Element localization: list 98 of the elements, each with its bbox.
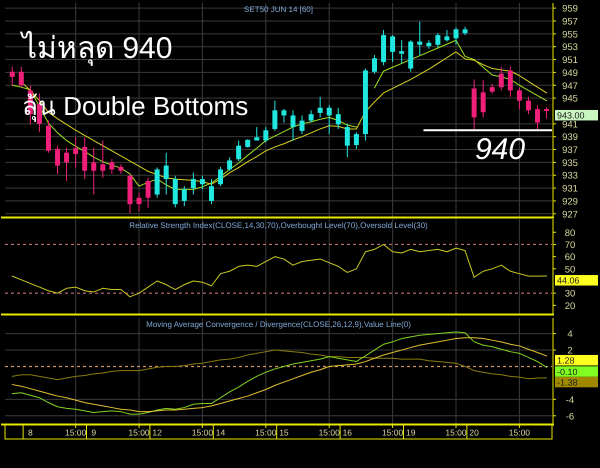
x-tick-label: 19 (406, 428, 416, 438)
x-tick-label: 15:00 (65, 428, 87, 438)
candlestick (73, 136, 78, 168)
y-tick-label: 953 (562, 42, 578, 54)
candlestick (508, 66, 513, 98)
candlestick (535, 104, 540, 130)
y-tick-label: 937 (562, 145, 578, 156)
x-tick-label: 15 (279, 428, 289, 438)
candlestick (354, 132, 359, 150)
y-tick-label: -4 (566, 394, 574, 406)
x-tick-label: 15:00 (508, 428, 530, 438)
candlestick (444, 29, 450, 42)
y-tick-label: -6 (566, 411, 574, 422)
annotation: ไม่หลุด 940 (20, 30, 172, 67)
candlestick (146, 177, 151, 209)
y-tick-label: 939 (562, 132, 578, 144)
text: -1.38 (557, 377, 578, 388)
candlestick (208, 178, 214, 205)
y-tick-label: 2 (567, 346, 573, 357)
candlestick (300, 114, 305, 135)
candlestick (344, 123, 350, 158)
y-tick-label: 957 (562, 16, 578, 28)
candlestick (417, 21, 422, 56)
candlestick (136, 192, 142, 212)
x-tick-label: 15:00 (382, 428, 404, 438)
candlestick (64, 147, 70, 182)
candlestick (109, 158, 114, 174)
candlestick (480, 80, 486, 118)
candlestick (516, 87, 522, 110)
x-tick-label: 15:00 (192, 428, 214, 438)
candlestick (281, 108, 286, 124)
candlestick (236, 140, 242, 162)
x-tick-label: 15:00 (318, 428, 340, 438)
x-tick-label: 15:00 (128, 428, 150, 438)
x-tick-label: 16 (342, 428, 352, 438)
candlestick (254, 126, 260, 142)
y-tick-label: 933 (562, 170, 578, 182)
ref-line-label: 940 (475, 133, 526, 166)
line-series (12, 350, 548, 380)
candlestick (190, 172, 196, 196)
y-tick-label: 949 (562, 68, 578, 79)
text: -0.10 (557, 366, 578, 377)
candlestick (272, 100, 278, 132)
candlestick (390, 34, 396, 63)
line-series (12, 244, 548, 298)
candlestick (200, 175, 205, 190)
candlestick (82, 136, 88, 180)
text: 943.00 (557, 110, 585, 120)
y-tick-label: 4 (567, 329, 573, 340)
x-tick-label: 9 (91, 428, 96, 438)
y-tick-label: 951 (562, 55, 578, 66)
y-tick-label: 20 (564, 300, 576, 312)
candlestick (218, 166, 224, 187)
y-tick-label: 70 (564, 240, 576, 251)
candlestick (263, 126, 268, 143)
y-tick-label: 929 (562, 196, 578, 208)
text: 1.28 (557, 355, 575, 366)
y-tick-label: 941 (562, 119, 578, 130)
candlestick (290, 110, 296, 142)
candlestick (318, 96, 323, 118)
candlestick (498, 66, 504, 91)
y-tick-label: 30 (564, 288, 576, 300)
candlestick (435, 32, 440, 48)
x-tick-label: 8 (28, 428, 33, 438)
candlestick (164, 152, 169, 196)
x-tick-label: 14 (216, 428, 226, 438)
candlestick (372, 54, 377, 74)
chart-title: SET50 JUN 14 [60] (244, 5, 313, 14)
candlestick (18, 66, 24, 88)
candlestick (227, 156, 232, 172)
y-tick-label: 931 (562, 184, 578, 195)
y-tick-label: 945 (562, 94, 578, 105)
candlestick (100, 140, 106, 178)
candlestick (55, 145, 60, 174)
y-tick-label: 955 (562, 29, 578, 40)
x-tick-label: 20 (469, 428, 480, 438)
candlestick (326, 104, 332, 135)
y-tick-label: 80 (564, 228, 576, 239)
x-tick-label: 12 (152, 428, 162, 438)
candlestick (336, 107, 341, 130)
y-tick-label: 959 (562, 4, 578, 15)
y-tick-label: 927 (562, 209, 578, 220)
text: 44.06 (557, 276, 580, 286)
candlestick (308, 110, 314, 124)
y-tick-label: 947 (562, 80, 578, 92)
candlestick (544, 106, 550, 120)
candlestick (454, 26, 458, 46)
candlestick (399, 40, 404, 64)
y-tick-label: 935 (562, 158, 578, 169)
x-tick-label: 15:00 (445, 428, 467, 438)
candlestick (490, 83, 495, 94)
y-tick-label: 60 (564, 252, 576, 264)
y-tick-label: 50 (564, 264, 576, 276)
chart-title: Relative Strength Index(CLOSE,14,30,70),Overbought Level(70),Oversold Level(30) (129, 221, 428, 230)
candlestick (182, 186, 187, 207)
candlestick (118, 164, 124, 174)
candlestick (526, 96, 531, 115)
chart-title: Moving Average Convergence / Divergence(CLOSE,26,12,9),Value Line(0) (146, 320, 412, 329)
